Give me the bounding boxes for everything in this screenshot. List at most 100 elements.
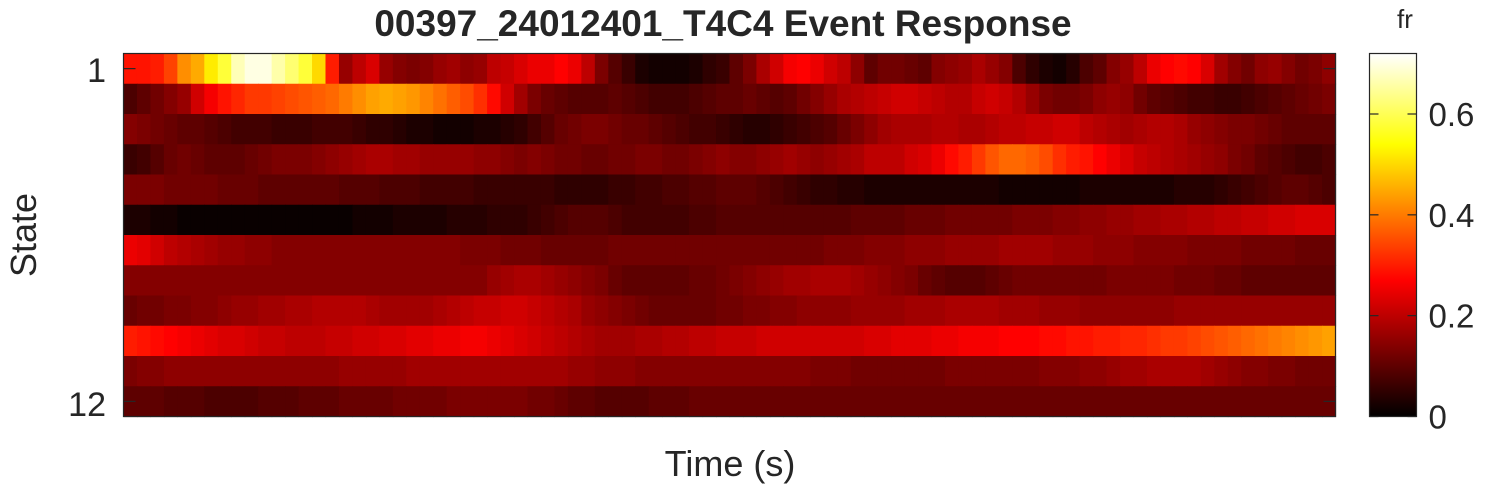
heatmap-cell: [850, 265, 865, 297]
heatmap-cell: [204, 204, 219, 236]
heatmap-cell: [258, 356, 273, 387]
heatmap-cell: [1173, 83, 1188, 115]
heatmap-cell: [190, 114, 205, 145]
heatmap-cell: [271, 235, 286, 266]
heatmap-cell: [1214, 204, 1229, 236]
heatmap-cell: [338, 174, 354, 206]
heatmap-cell: [958, 295, 973, 327]
heatmap-cell: [406, 325, 421, 357]
heatmap-cell: [487, 325, 502, 357]
heatmap-cell: [1254, 235, 1269, 266]
heatmap-cell: [379, 356, 394, 387]
heatmap-cell: [1308, 295, 1323, 327]
heatmap-cell: [594, 295, 609, 327]
heatmap-cell: [1187, 53, 1202, 85]
heatmap-cell: [325, 386, 340, 418]
heatmap-cell: [1254, 174, 1269, 206]
heatmap-cell: [823, 235, 838, 266]
heatmap-cell: [837, 265, 852, 297]
heatmap-cell: [850, 325, 865, 357]
heatmap-cell: [312, 114, 327, 145]
colorbar-tick-label: 0.2: [1429, 298, 1475, 335]
heatmap-cell: [891, 53, 906, 85]
heatmap-cell: [217, 174, 232, 206]
heatmap-cell: [931, 83, 946, 115]
heatmap-cell: [190, 235, 205, 266]
heatmap-cell: [958, 204, 973, 236]
heatmap-cell: [379, 114, 394, 145]
heatmap-cell: [365, 325, 380, 357]
heatmap-cell: [554, 114, 569, 145]
heatmap-cell: [702, 53, 717, 85]
heatmap-cell: [285, 295, 300, 327]
heatmap-cell: [1079, 83, 1094, 115]
heatmap-cell: [1322, 325, 1337, 357]
heatmap-cell: [1025, 356, 1040, 387]
heatmap-cell: [365, 174, 380, 206]
heatmap-cell: [931, 204, 946, 236]
heatmap-cell: [392, 114, 407, 145]
y-tick-label-first: 1: [87, 52, 106, 90]
heatmap-cell: [540, 174, 556, 206]
heatmap-cell: [850, 83, 865, 115]
heatmap-cell: [136, 174, 152, 206]
heatmap-cell: [1268, 325, 1283, 357]
heatmap-cell: [635, 83, 650, 115]
heatmap-cell: [567, 325, 582, 357]
heatmap-cell: [136, 114, 152, 145]
heatmap-cell: [1012, 174, 1027, 206]
heatmap-cell: [918, 144, 933, 176]
heatmap-cell: [419, 265, 434, 297]
heatmap-cell: [823, 83, 838, 115]
heatmap-cell: [123, 204, 138, 236]
heatmap-cell: [1281, 325, 1296, 357]
heatmap-cell: [1052, 295, 1067, 327]
heatmap-cell: [971, 53, 986, 85]
heatmap-cell: [379, 295, 394, 327]
heatmap-cell: [729, 356, 744, 387]
heatmap-cell: [1012, 53, 1027, 85]
heatmap-cell: [1133, 174, 1148, 206]
heatmap-cell: [406, 174, 421, 206]
heatmap-cell: [1160, 174, 1175, 206]
heatmap-cell: [433, 174, 448, 206]
heatmap-cell: [635, 295, 650, 327]
heatmap-cell: [944, 235, 960, 266]
heatmap-cell: [581, 386, 596, 418]
heatmap-cell: [1093, 174, 1108, 206]
heatmap-cell: [985, 83, 1000, 115]
heatmap-cell: [918, 114, 933, 145]
heatmap-cell: [985, 144, 1000, 176]
heatmap-cell: [810, 325, 825, 357]
heatmap-cell: [136, 204, 152, 236]
heatmap-cell: [931, 325, 946, 357]
heatmap-cell: [769, 325, 784, 357]
heatmap-cell: [406, 144, 421, 176]
heatmap-cell: [190, 83, 205, 115]
heatmap-cell: [365, 144, 380, 176]
heatmap-cell: [594, 325, 609, 357]
heatmap-cell: [958, 53, 973, 85]
heatmap-cell: [1268, 386, 1283, 418]
heatmap-cell: [231, 386, 246, 418]
heatmap-cell: [473, 83, 488, 115]
heatmap-cell: [1160, 356, 1175, 387]
heatmap-cell: [850, 144, 865, 176]
heatmap-cell: [998, 174, 1013, 206]
heatmap-cell: [675, 356, 690, 387]
heatmap-cell: [1227, 53, 1242, 85]
heatmap-cell: [1066, 235, 1081, 266]
heatmap-cell: [1227, 265, 1242, 297]
heatmap-cell: [1281, 53, 1296, 85]
heatmap-cell: [163, 53, 178, 85]
heatmap-cell: [1025, 83, 1040, 115]
heatmap-cell: [433, 114, 448, 145]
heatmap-cell: [1308, 235, 1323, 266]
heatmap-cell: [217, 144, 232, 176]
heatmap-cell: [473, 356, 488, 387]
heatmap-cell: [864, 295, 879, 327]
heatmap-cell: [190, 174, 205, 206]
heatmap-cell: [527, 174, 542, 206]
heatmap-cell: [285, 174, 300, 206]
heatmap-cell: [244, 144, 259, 176]
